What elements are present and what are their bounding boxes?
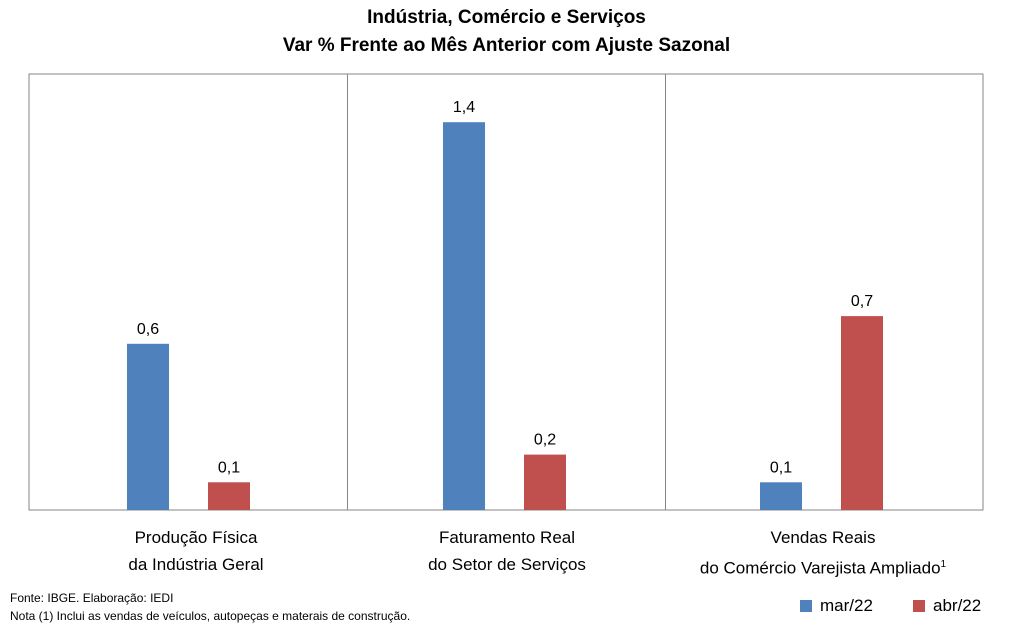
- category-label-producao: Produção Física da Indústria Geral: [46, 524, 346, 578]
- category-label-faturamento: Faturamento Real do Setor de Serviços: [357, 524, 657, 578]
- category-label-line1: Vendas Reais: [770, 528, 876, 547]
- data-label: 0,1: [218, 459, 240, 476]
- category-label-line2: do Comércio Varejista Ampliado1: [673, 551, 973, 582]
- chart-subtitle: Var % Frente ao Mês Anterior com Ajuste …: [282, 35, 731, 56]
- source-text: Fonte: IBGE. Elaboração: IEDI: [10, 591, 174, 605]
- chart-title: Indústria, Comércio e Serviços: [367, 7, 646, 28]
- category-label-line1: Faturamento Real: [438, 528, 576, 547]
- data-label: 0,6: [137, 321, 159, 338]
- legend-label: mar/22: [820, 596, 873, 615]
- data-label: 0,1: [770, 459, 792, 476]
- bar-mar22-0: [127, 343, 169, 510]
- legend-item-mar22: mar/22: [800, 596, 873, 616]
- legend-label: abr/22: [933, 596, 982, 615]
- bar-abr22-2: [841, 316, 883, 510]
- legend-item-abr22: abr/22: [913, 596, 981, 616]
- footnote-marker: 1: [940, 559, 947, 570]
- bar-abr22-0: [208, 482, 250, 510]
- plot-frame: [28, 73, 984, 511]
- note-text: Nota (1) Inclui as vendas de veículos, a…: [10, 609, 411, 623]
- bar-mar22-1: [443, 122, 485, 510]
- category-label-text: do Comércio Varejista Ampliado: [699, 558, 941, 578]
- bar-mar22-2: [760, 482, 802, 510]
- category-label-line2: da Indústria Geral: [128, 555, 264, 574]
- data-label: 1,4: [453, 99, 475, 116]
- bar-abr22-1: [524, 454, 566, 510]
- category-label-vendas: Vendas Reais do Comércio Varejista Ampli…: [673, 524, 973, 582]
- data-label: 0,7: [851, 293, 873, 310]
- category-label-line1: Produção Física: [134, 528, 258, 547]
- data-label: 0,2: [534, 432, 556, 449]
- legend-swatch: [913, 600, 925, 612]
- legend-swatch: [800, 600, 812, 612]
- category-label-line2: do Setor de Serviços: [428, 555, 586, 574]
